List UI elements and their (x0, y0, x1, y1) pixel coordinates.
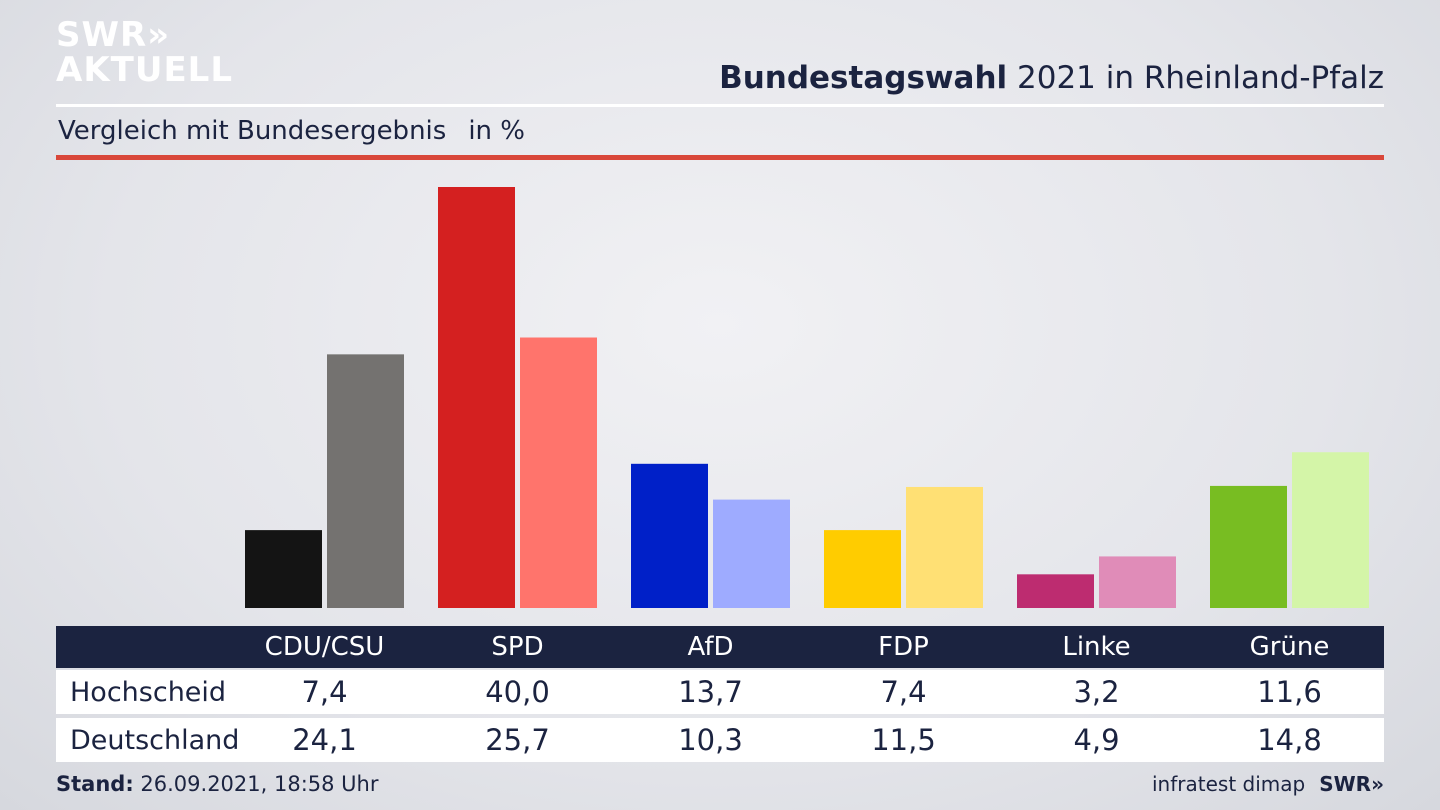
party-label: FDP (878, 632, 929, 662)
value-cell: 25,7 (485, 723, 550, 757)
value-cell: 3,2 (1073, 675, 1120, 709)
bar-gr-ne-deutschland (1292, 452, 1369, 608)
chart-subtitle: Vergleich mit Bundesergebnis in % (58, 116, 525, 146)
logo-line-2: AKTUELL (56, 50, 234, 90)
bar-afd-hochscheid (631, 463, 708, 608)
value-cell: 4,9 (1073, 723, 1120, 757)
logo-line-1: SWR» (56, 15, 171, 55)
party-label: SPD (491, 632, 544, 662)
bar-spd-deutschland (520, 337, 597, 608)
bar-fdp-hochscheid (824, 530, 901, 608)
value-cell: 40,0 (485, 675, 550, 709)
title-bold: Bundestagswahl (719, 60, 1008, 96)
unit-label: in % (468, 116, 525, 146)
party-label: Linke (1062, 632, 1131, 662)
table-header-row: CDU/CSU SPD AfD FDP Linke Grüne (56, 626, 1384, 668)
source-label: infratest dimap (1152, 772, 1306, 796)
row-label: Deutschland (70, 724, 240, 756)
bar-chart (245, 187, 1369, 608)
party-label: CDU/CSU (264, 632, 385, 662)
bar-gr-ne-hochscheid (1210, 485, 1287, 608)
value-cell: 10,3 (678, 723, 743, 757)
swr-aktuell-logo: SWR» AKTUELL (56, 18, 233, 88)
value-cell: 11,6 (1257, 675, 1322, 709)
accent-divider (56, 155, 1384, 160)
bar-linke-hochscheid (1017, 574, 1094, 608)
row-label: Hochscheid (70, 676, 227, 708)
chart-title: Bundestagswahl 2021 in Rheinland-Pfalz (719, 60, 1384, 96)
party-label: Grüne (1249, 632, 1330, 662)
bar-afd-deutschland (713, 499, 790, 608)
value-cell: 7,4 (301, 675, 348, 709)
bar-fdp-deutschland (906, 486, 983, 608)
bar-cdu-csu-deutschland (327, 354, 404, 608)
value-cell: 24,1 (292, 723, 357, 757)
title-rest: 2021 in Rheinland-Pfalz (1007, 60, 1384, 96)
bar-cdu-csu-hochscheid (245, 530, 322, 608)
table-row: Deutschland 24,1 25,7 10,3 11,5 4,9 14,8 (56, 718, 1384, 762)
table-row: Hochscheid 7,4 40,0 13,7 7,4 3,2 11,6 (56, 670, 1384, 714)
header-divider (56, 104, 1384, 107)
bar-spd-hochscheid (438, 187, 515, 608)
subtitle-text: Vergleich mit Bundesergebnis (58, 116, 447, 146)
stand-label: Stand: (56, 772, 134, 796)
party-label: AfD (687, 632, 734, 662)
value-cell: 13,7 (678, 675, 743, 709)
results-table: CDU/CSU SPD AfD FDP Linke Grüne Hochscheid 7,… (56, 626, 1384, 762)
footer-source: infratest dimap SWR» (1152, 772, 1384, 796)
bar-linke-deutschland (1099, 556, 1176, 608)
value-cell: 7,4 (880, 675, 927, 709)
timestamp: Stand: 26.09.2021, 18:58 Uhr (56, 772, 379, 796)
value-cell: 14,8 (1257, 723, 1322, 757)
value-cell: 11,5 (871, 723, 936, 757)
stand-value: 26.09.2021, 18:58 Uhr (133, 772, 379, 796)
swr-footer-logo: SWR» (1319, 772, 1384, 796)
